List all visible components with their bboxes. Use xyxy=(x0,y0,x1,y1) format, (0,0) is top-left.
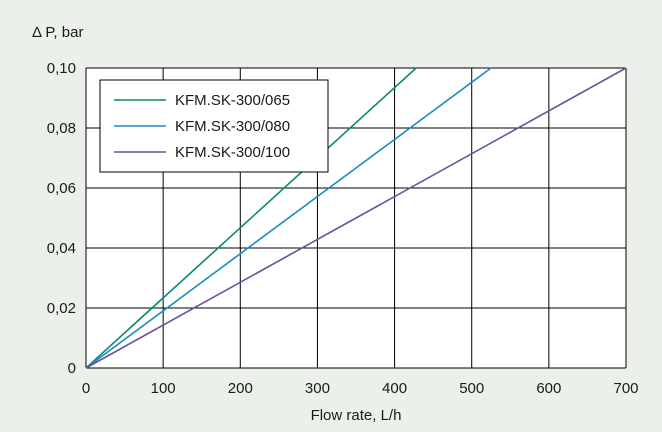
x-tick-label: 0 xyxy=(82,380,90,397)
x-tick-label: 500 xyxy=(459,380,484,397)
x-axis-label: Flow rate, L/h xyxy=(311,407,402,424)
legend-label: KFM.SK-300/100 xyxy=(175,144,290,161)
series-line xyxy=(85,67,627,369)
y-tick-label: 0,08 xyxy=(47,120,76,137)
legend-label: KFM.SK-300/080 xyxy=(175,118,290,135)
series-line xyxy=(85,67,417,369)
y-tick-label: 0,10 xyxy=(47,60,76,77)
series-line xyxy=(85,67,492,369)
x-tick-label: 700 xyxy=(613,380,638,397)
x-tick-label: 100 xyxy=(151,380,176,397)
x-tick-label: 600 xyxy=(536,380,561,397)
y-tick-label: 0,06 xyxy=(47,180,76,197)
y-tick-labels: 0 0,02 0,04 0,06 0,08 0,10 xyxy=(47,60,76,377)
series-lines xyxy=(85,67,627,369)
x-tick-labels: 0 100 200 300 400 500 600 700 xyxy=(82,380,639,397)
y-axis-label: Δ P, bar xyxy=(32,24,83,41)
y-tick-label: 0 xyxy=(68,360,76,377)
legend-label: KFM.SK-300/065 xyxy=(175,92,290,109)
legend: KFM.SK-300/065 KFM.SK-300/080 KFM.SK-300/1… xyxy=(99,79,329,173)
x-tick-label: 300 xyxy=(305,380,330,397)
x-tick-label: 200 xyxy=(228,380,253,397)
y-tick-label: 0,04 xyxy=(47,240,76,257)
y-tick-label: 0,02 xyxy=(47,300,76,317)
x-tick-label: 400 xyxy=(382,380,407,397)
